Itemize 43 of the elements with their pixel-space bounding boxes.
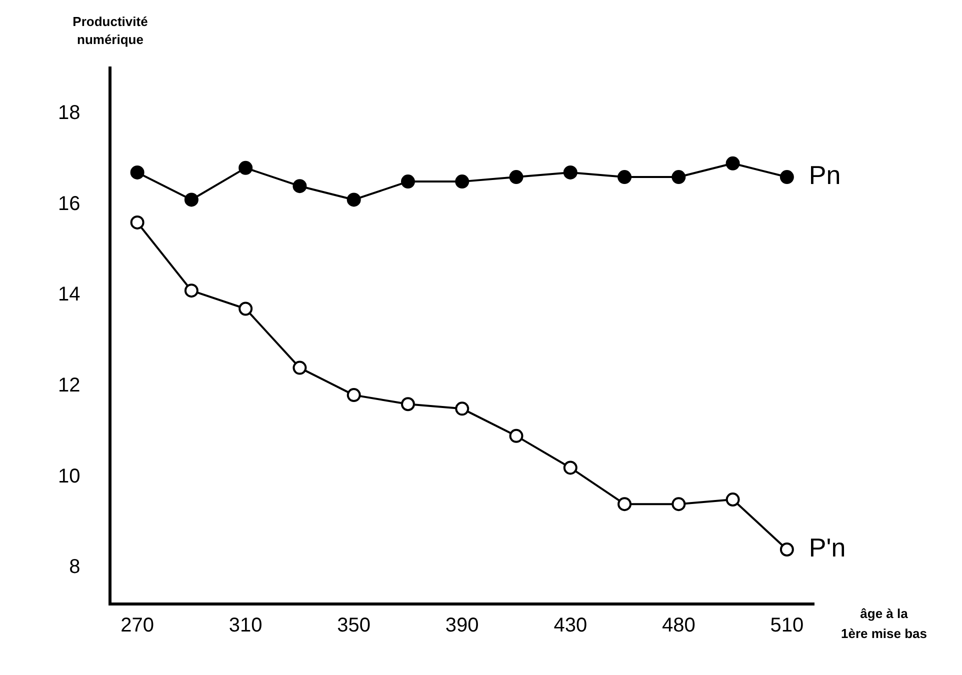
y-tick-label: 18 [58,102,80,124]
point [455,174,470,189]
x-tick-label: 480 [662,614,696,637]
y-axis-title: Productivité numérique [72,14,148,47]
point [509,428,524,443]
y-tick-label: 8 [69,556,80,578]
y-tick-label: 12 [58,374,80,396]
point [400,174,415,189]
point [184,284,198,298]
x-tick-label: 270 [120,614,154,637]
point [292,360,307,375]
y-tick-label: 16 [58,192,80,215]
point [238,160,253,175]
point [726,156,740,170]
x-tick-label: 350 [337,614,371,637]
point [780,170,794,184]
series-label: P'n [808,532,846,563]
point [130,215,144,230]
point [346,192,361,207]
point [130,165,144,180]
x-tick-label: 310 [228,614,262,637]
point [238,302,253,316]
point [292,179,307,194]
x-axis-title: âge à la 1ère mise bas [840,606,928,641]
point [346,388,361,402]
series-label: Pn [808,160,841,190]
point [726,492,740,507]
point [509,170,524,184]
y-tick-label: 10 [58,465,80,488]
point [400,397,415,412]
point [672,170,686,184]
point [618,170,632,184]
x-tick-label: 390 [445,614,479,637]
point [780,542,794,556]
point [563,460,578,475]
point [563,165,578,180]
y-tick-label: 14 [58,284,80,306]
point [455,402,470,416]
x-tick-label: 510 [770,614,804,637]
point [618,497,632,512]
point [184,192,198,207]
x-tick-label: 430 [554,614,588,637]
point [672,497,686,512]
